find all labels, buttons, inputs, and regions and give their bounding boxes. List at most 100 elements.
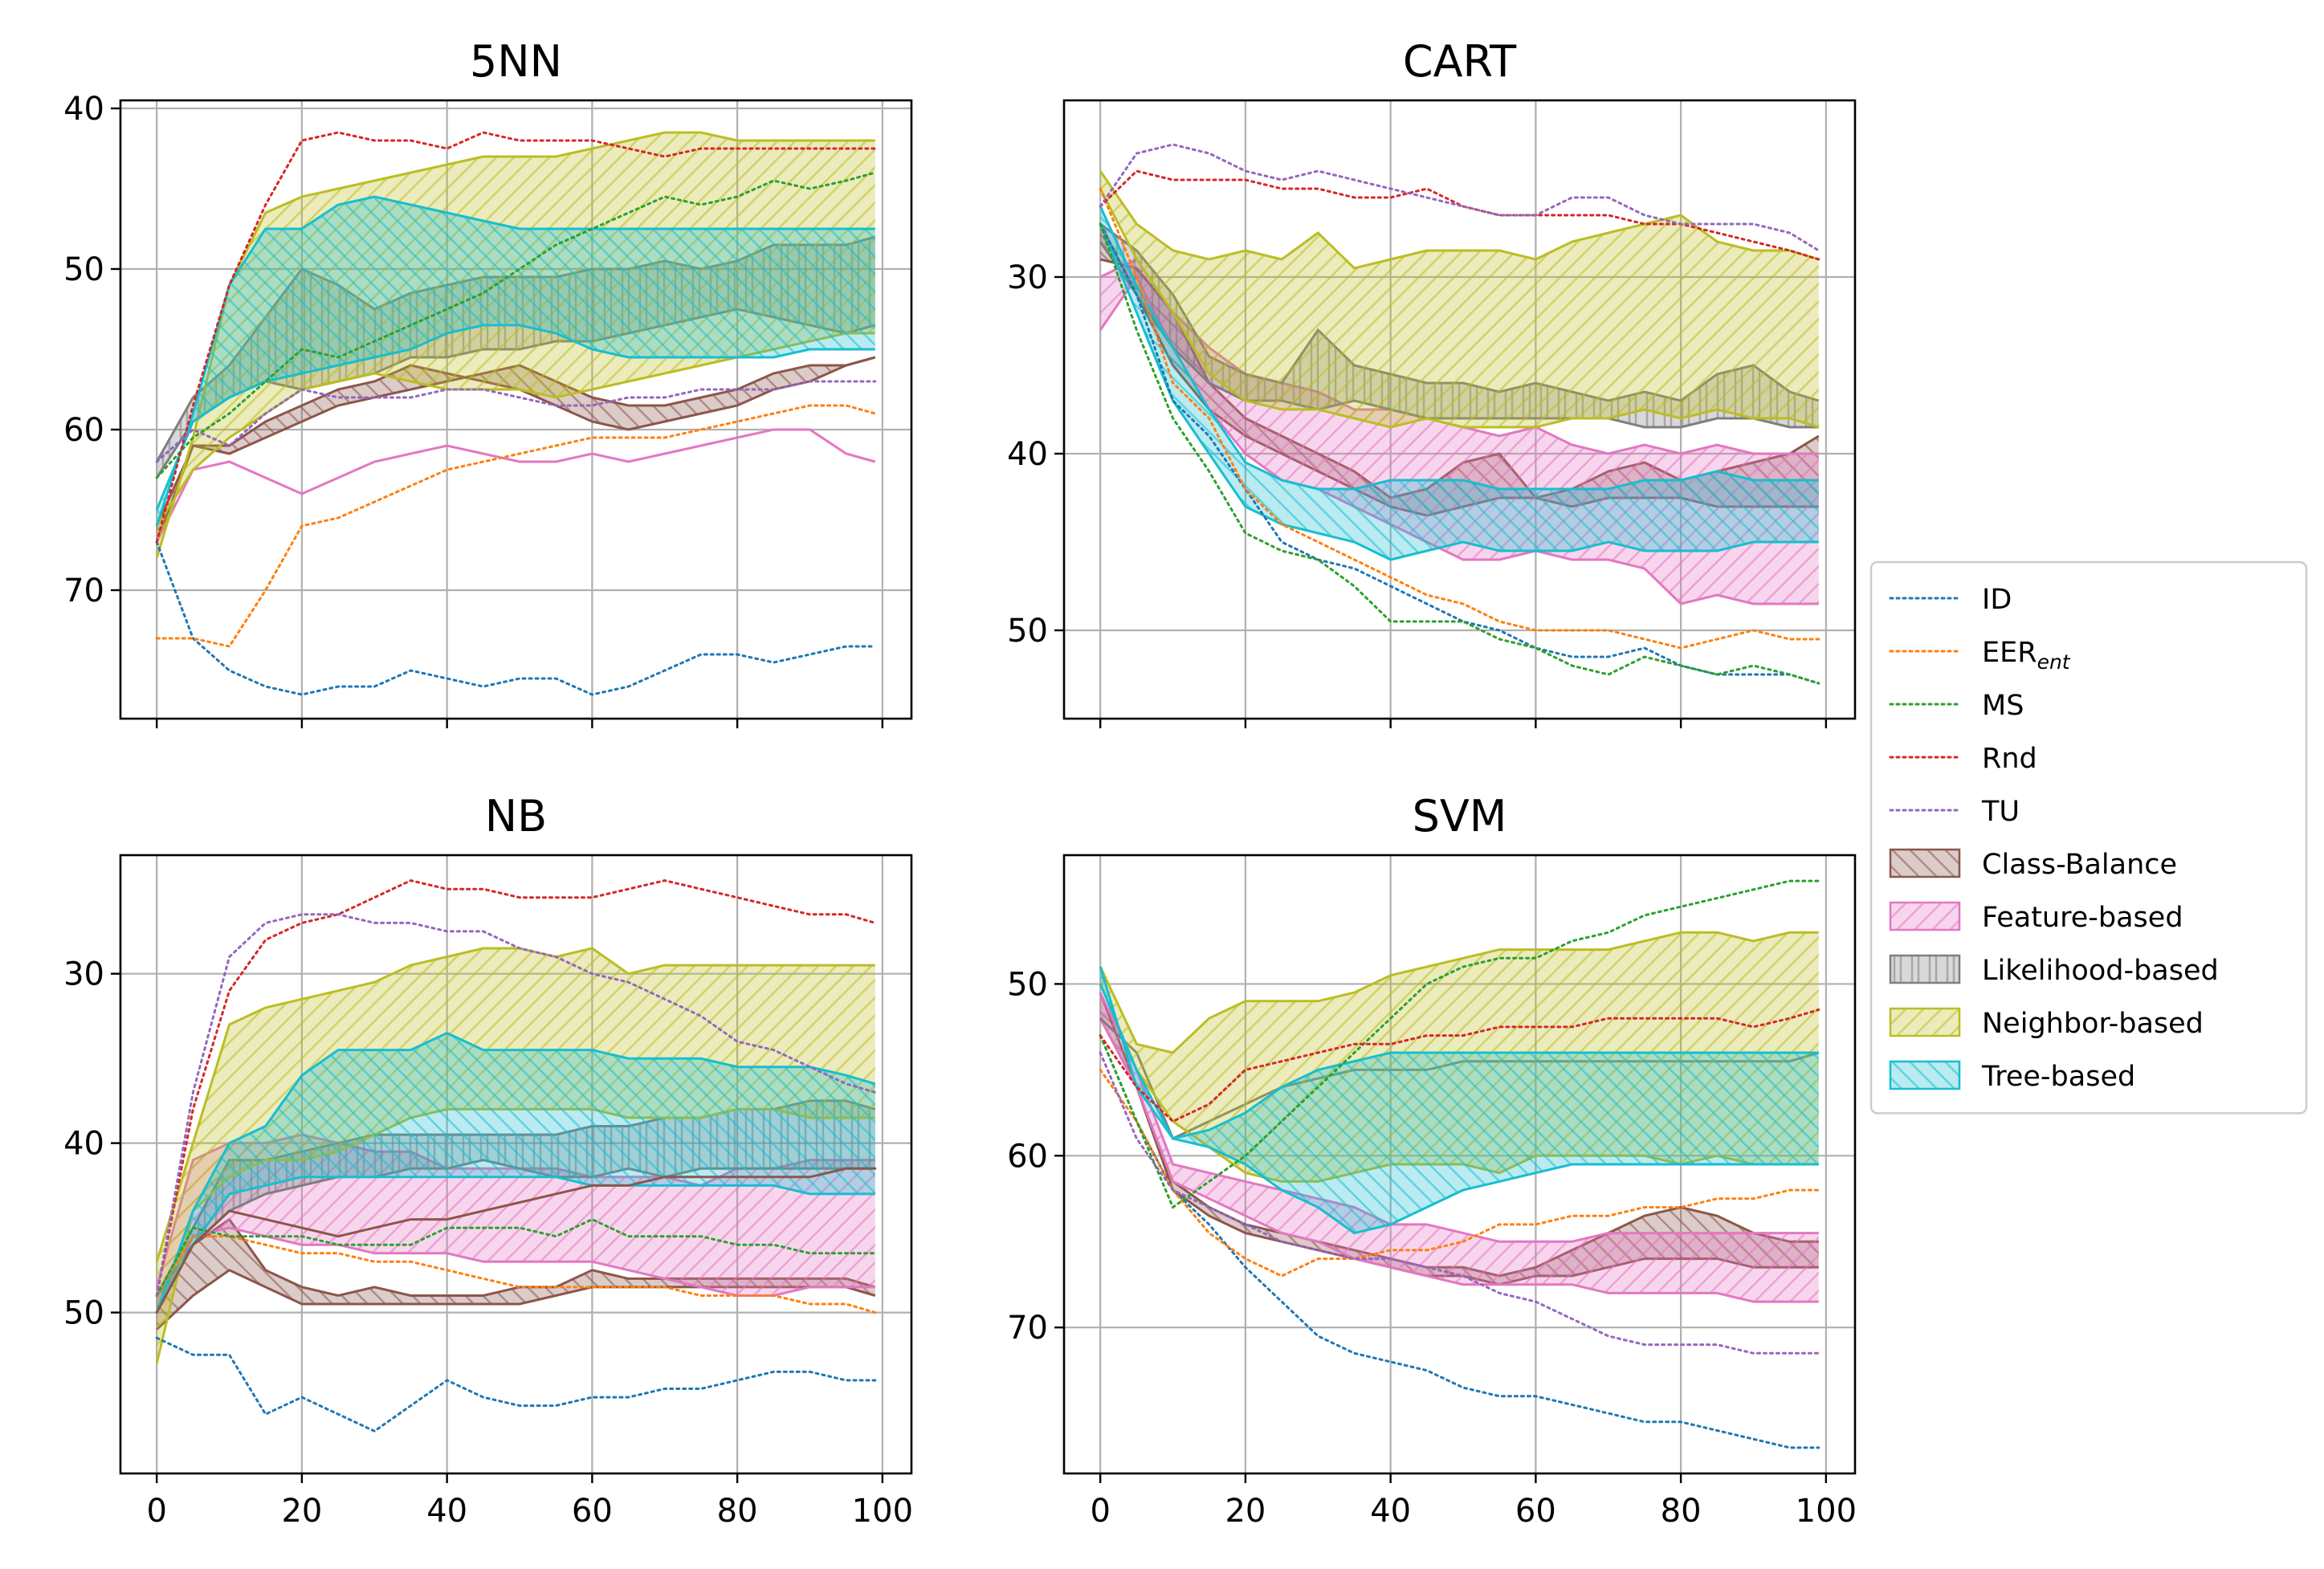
legend-swatch-hatch bbox=[1890, 850, 1959, 877]
band-lower-line bbox=[1099, 1017, 1819, 1303]
band-lower-line bbox=[155, 1176, 875, 1314]
plot-area bbox=[155, 879, 877, 1433]
axes-frame bbox=[1062, 99, 1857, 720]
y-tick-label: 50 bbox=[1007, 966, 1048, 1003]
series-tu bbox=[155, 380, 877, 463]
y-tick-label: 30 bbox=[1007, 259, 1048, 296]
legend-label: Likelihood-based bbox=[1982, 955, 2219, 987]
series-eer bbox=[1099, 187, 1820, 650]
band-tree-based bbox=[155, 195, 875, 527]
legend-label: MS bbox=[1982, 690, 2024, 722]
x-tick-label: 0 bbox=[1090, 1493, 1110, 1530]
band-upper-line bbox=[155, 131, 875, 559]
y-tick-label: 50 bbox=[63, 251, 104, 288]
y-tick-label: 50 bbox=[1007, 613, 1048, 650]
axes-frame bbox=[119, 99, 913, 720]
legend-label: Class-Balance bbox=[1982, 849, 2177, 881]
axes-frame bbox=[119, 854, 913, 1475]
panel-nb: 0 20 40 60 80 100 30 40 50 NB bbox=[63, 791, 913, 1530]
band-hatch bbox=[1100, 171, 1819, 427]
panel-title: CART bbox=[1403, 36, 1517, 87]
band-hatch bbox=[1100, 992, 1819, 1302]
band-lower-line bbox=[1099, 223, 1819, 561]
y-tick-label: 50 bbox=[63, 1295, 104, 1332]
y-tick-label: 70 bbox=[63, 573, 104, 609]
band-lower-line bbox=[1099, 275, 1819, 605]
y-tick-label: 40 bbox=[63, 1126, 104, 1163]
legend-swatch-hatch bbox=[1890, 903, 1959, 930]
legend-label: Feature-based bbox=[1982, 902, 2183, 934]
band-lower-line bbox=[155, 324, 875, 511]
y-tick-label: 40 bbox=[63, 91, 104, 128]
y-tick-label: 60 bbox=[1007, 1138, 1048, 1175]
band-hatch bbox=[157, 1033, 875, 1313]
band-upper-line bbox=[1099, 966, 1819, 1140]
band-neighbor-based bbox=[1099, 170, 1820, 429]
series-rnd bbox=[155, 879, 877, 1297]
legend-label: Neighbor-based bbox=[1982, 1008, 2204, 1040]
band-upper-line bbox=[1099, 931, 1819, 1054]
band-lower-line bbox=[155, 428, 876, 543]
band-hatch bbox=[157, 357, 875, 542]
legend-item-id: ID bbox=[1889, 584, 2012, 616]
panel-title: SVM bbox=[1413, 791, 1507, 842]
legend-label: Rnd bbox=[1982, 743, 2037, 775]
plot-area bbox=[155, 131, 877, 696]
band-hatch bbox=[1100, 967, 1819, 1233]
x-tick-label: 0 bbox=[146, 1493, 166, 1530]
panel-5nn: 40 50 60 70 5NN bbox=[63, 36, 913, 728]
x-tick-label: 100 bbox=[852, 1493, 913, 1530]
legend-item-class-balance: Class-Balance bbox=[1889, 848, 2177, 881]
band-hatch bbox=[157, 197, 875, 526]
band-feature-based bbox=[1099, 992, 1819, 1303]
legend-label: Tree-based bbox=[1981, 1061, 2135, 1093]
legend-item-ms: MS bbox=[1889, 690, 2024, 722]
axes-frame bbox=[1062, 854, 1857, 1475]
legend: IDEERentMSRndTUClass-BalanceFeature-base… bbox=[1869, 560, 2308, 1115]
series-rnd bbox=[1099, 1009, 1820, 1123]
panel-title: 5NN bbox=[470, 36, 562, 87]
x-tick-label: 80 bbox=[1661, 1493, 1702, 1530]
series-eer bbox=[155, 404, 877, 648]
plot-area bbox=[1099, 879, 1820, 1449]
x-tick-label: 100 bbox=[1796, 1493, 1857, 1530]
x-tick-label: 60 bbox=[572, 1493, 613, 1530]
band-upper-line bbox=[155, 1031, 876, 1314]
band-feature-based bbox=[155, 428, 876, 543]
y-tick-label: 60 bbox=[63, 412, 104, 449]
legend-item-tree-based: Tree-based bbox=[1889, 1060, 2135, 1093]
x-tick-label: 20 bbox=[281, 1493, 322, 1530]
band-hatch bbox=[1100, 206, 1819, 560]
band-hatch bbox=[157, 1219, 875, 1330]
band-tree-based bbox=[155, 1031, 876, 1314]
band-upper-line bbox=[1099, 992, 1819, 1243]
series-tu bbox=[155, 913, 877, 1297]
panel-cart: 30 40 50 CART bbox=[1007, 36, 1857, 728]
series-rnd bbox=[1099, 169, 1820, 261]
legend-item-likelihood-based: Likelihood-based bbox=[1889, 954, 2219, 987]
series-id bbox=[155, 1336, 877, 1433]
series-eer bbox=[155, 1235, 877, 1314]
series-ms bbox=[1099, 222, 1820, 685]
legend-swatch-hatch bbox=[1890, 1062, 1959, 1089]
series-tu bbox=[1099, 1051, 1820, 1355]
legend-item-neighbor-based: Neighbor-based bbox=[1889, 1007, 2204, 1040]
band-upper-line bbox=[1099, 206, 1819, 491]
band-lower-line bbox=[1099, 983, 1819, 1235]
band-tree-based bbox=[1099, 966, 1819, 1235]
legend-swatch-hatch bbox=[1890, 956, 1959, 983]
legend-item-rnd: Rnd bbox=[1889, 743, 2037, 775]
plot-area bbox=[1099, 143, 1820, 685]
band-hatch bbox=[157, 1135, 875, 1313]
x-tick-label: 60 bbox=[1515, 1493, 1556, 1530]
x-tick-label: 40 bbox=[426, 1493, 467, 1530]
y-tick-label: 30 bbox=[63, 956, 104, 993]
x-tick-label: 80 bbox=[717, 1493, 758, 1530]
legend-swatch-hatch bbox=[1890, 1009, 1959, 1036]
series-tu bbox=[1099, 143, 1820, 252]
series-eer bbox=[1099, 1068, 1820, 1278]
series-rnd bbox=[155, 131, 877, 544]
legend-box bbox=[1869, 560, 2308, 1115]
x-tick-label: 20 bbox=[1225, 1493, 1266, 1530]
series-ms bbox=[155, 171, 877, 479]
